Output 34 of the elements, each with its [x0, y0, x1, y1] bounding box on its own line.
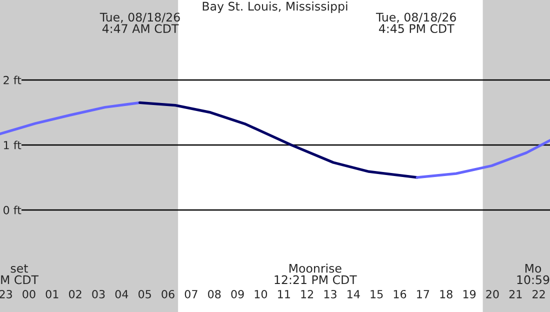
x-tick-label: 21 [509, 290, 522, 298]
x-tick-label: 16 [394, 290, 406, 298]
x-tick-label: 08 [208, 290, 221, 298]
annotation: Mo 10:59 [517, 264, 550, 284]
x-tick-label: 02 [68, 290, 82, 298]
x-tick-label: 23 [0, 290, 12, 298]
x-tick-label: 15 [370, 290, 383, 298]
y-tick-label: 2 ft [4, 76, 22, 84]
x-tick-label: 09 [231, 290, 244, 298]
chart-title: Bay St. Louis, Mississippi [202, 2, 348, 13]
x-tick-label: 13 [324, 290, 336, 298]
x-tick-label: 10 [254, 290, 268, 298]
annotation: Moonrise 12:21 PM CDT [274, 264, 357, 284]
x-tick-label: 18 [440, 290, 452, 298]
x-tick-label: 14 [348, 290, 360, 298]
x-tick-label: 17 [417, 290, 430, 298]
x-tick-label: 12 [301, 290, 314, 298]
x-tick-label: 06 [162, 290, 174, 298]
annotation: Tue, 08/18/26 4:45 PM CDT [376, 12, 456, 34]
x-tick-label: 19 [463, 290, 476, 298]
annotation: Tue, 08/18/26 4:47 AM CDT [100, 12, 180, 34]
x-tick-label: 05 [138, 290, 151, 298]
x-tick-label: 22 [532, 290, 545, 298]
x-tick-label: 20 [486, 290, 499, 298]
x-tick-label: 01 [46, 290, 58, 298]
x-tick-label: 00 [22, 290, 36, 298]
y-tick-label: 0 ft [4, 206, 22, 214]
x-tick-label: 11 [278, 290, 290, 298]
x-tick-label: 03 [92, 290, 105, 298]
annotation: set M CDT [1, 264, 39, 284]
line-series [0, 101, 142, 136]
x-tick-label: 07 [184, 290, 198, 298]
x-tick-label: 04 [115, 290, 128, 298]
y-tick-label: 1 ft [4, 140, 22, 150]
